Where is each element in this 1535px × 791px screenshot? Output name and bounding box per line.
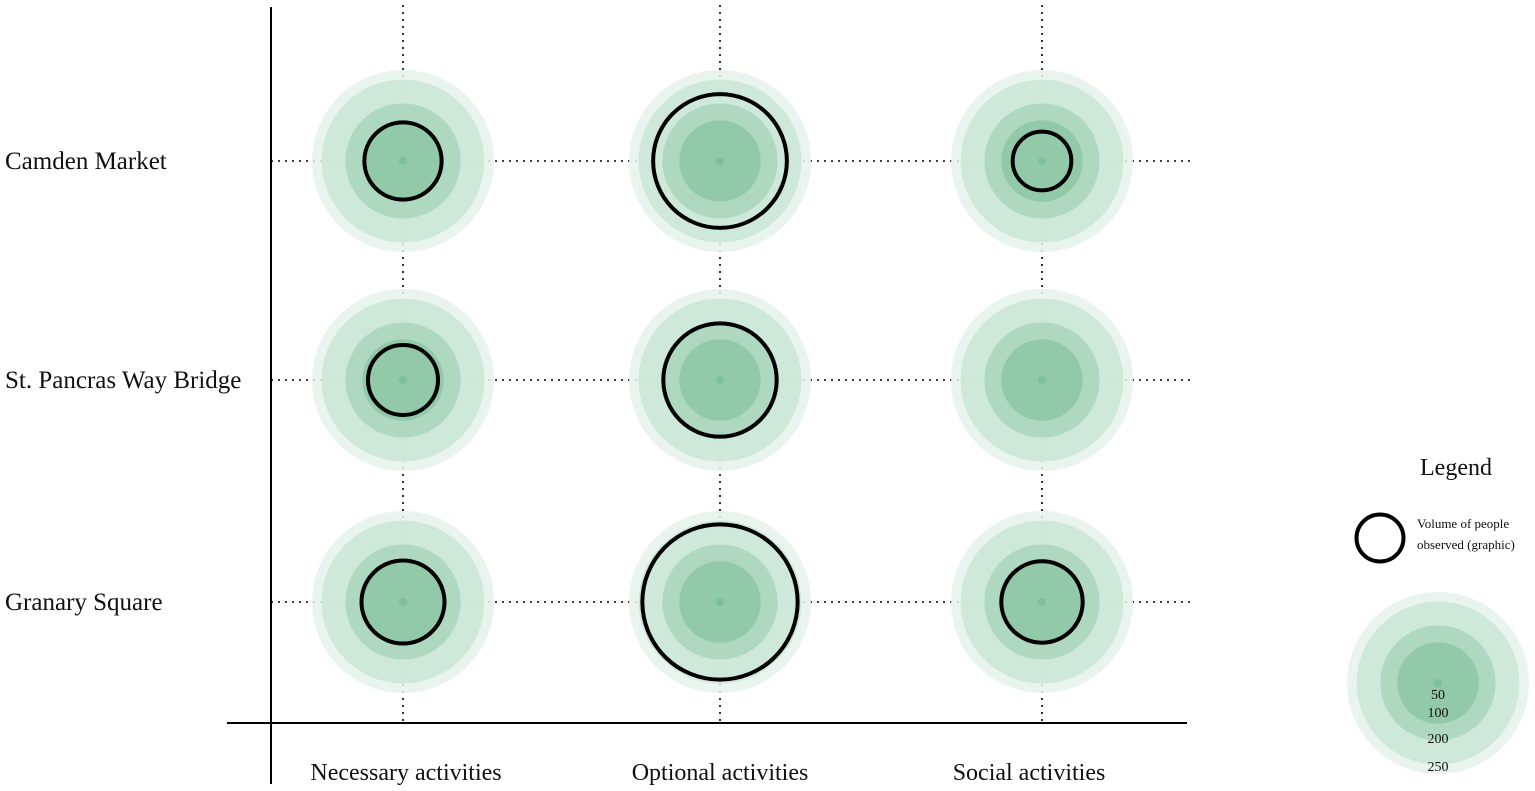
legend-scale-rings <box>1347 592 1529 774</box>
cell-r3-c1 <box>312 511 494 693</box>
volume-marker-r1-c1 <box>362 120 444 202</box>
legend-marker-icon <box>1354 512 1406 564</box>
cell-r1-c2-center-dot <box>716 157 724 165</box>
cell-r1-c2 <box>629 70 811 252</box>
volume-marker-r2-c1 <box>365 342 441 418</box>
legend-scale-label-100: 100 <box>1428 706 1449 721</box>
cell-r2-c3-center-dot <box>1038 376 1046 384</box>
cell-r2-c3 <box>951 289 1133 471</box>
cell-r1-c3-center-dot <box>1038 157 1046 165</box>
cell-r1-c1 <box>312 70 494 252</box>
column-label-social-activities: Social activities <box>953 760 1106 786</box>
legend-scale-label-250: 250 <box>1428 760 1449 775</box>
cell-r3-c2 <box>629 511 811 693</box>
reference-rings <box>312 70 1133 693</box>
row-label-granary-square: Granary Square <box>5 589 163 616</box>
cell-r3-c3 <box>951 511 1133 693</box>
cell-r2-c1 <box>312 289 494 471</box>
cell-r3-c2-center-dot <box>716 598 724 606</box>
cell-r2-c2-center-dot <box>716 376 724 384</box>
cell-r1-c3 <box>951 70 1133 252</box>
row-label-camden-market: Camden Market <box>5 148 167 175</box>
volume-markers <box>359 92 1085 682</box>
volume-marker-r1-c3 <box>1010 129 1074 193</box>
volume-marker-r3-c3 <box>999 559 1085 645</box>
cell-r1-c1-center-dot <box>399 157 407 165</box>
legend-marker-label-line1: Volume of people <box>1417 516 1509 531</box>
legend-scale-label-200: 200 <box>1428 732 1449 747</box>
volume-marker-r3-c1 <box>359 558 447 646</box>
legend-marker-label-line2: observed (graphic) <box>1417 537 1515 552</box>
volume-marker-r2-c2 <box>661 321 779 439</box>
column-label-optional-activities: Optional activities <box>632 760 809 786</box>
legend-title: Legend <box>1420 455 1492 481</box>
volume-marker-r1-c2 <box>651 92 789 230</box>
cell-r3-c3-center-dot <box>1038 598 1046 606</box>
volume-marker-r3-c2 <box>640 522 800 682</box>
row-label-st-pancras-way-bridge: St. Pancras Way Bridge <box>5 367 241 394</box>
column-label-necessary-activities: Necessary activities <box>310 760 501 786</box>
legend-center-dot <box>1434 679 1442 687</box>
legend: Legend Volume of people observed (graphi… <box>1347 455 1529 775</box>
cell-r2-c1-center-dot <box>399 376 407 384</box>
cell-r2-c2 <box>629 289 811 471</box>
cell-r3-c1-center-dot <box>399 598 407 606</box>
legend-scale-label-50: 50 <box>1431 688 1445 703</box>
